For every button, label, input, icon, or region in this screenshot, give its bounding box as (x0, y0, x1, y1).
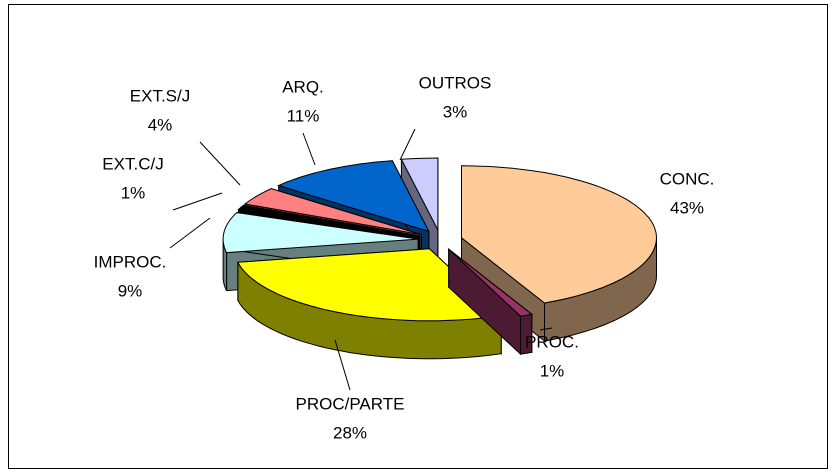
data-label-value: 43% (670, 198, 704, 217)
data-label-name: CONC. (660, 169, 715, 188)
leader-line (172, 192, 223, 211)
data-label-name: PROC/PARTE (296, 394, 405, 413)
data-label-value: 4% (148, 115, 173, 134)
slice-top (243, 188, 422, 236)
data-label-value: 9% (118, 281, 143, 300)
data-label-name: ARQ. (282, 77, 324, 96)
data-label-value: 28% (333, 423, 367, 442)
data-label-value: 1% (121, 183, 146, 202)
slice-top (461, 165, 658, 304)
data-label-value: 3% (443, 102, 468, 121)
data-label-name: OUTROS (419, 73, 492, 92)
leader-line (302, 132, 316, 166)
data-label-name: EXT.C/J (102, 154, 163, 173)
slice-top (237, 204, 420, 237)
data-label-value: 1% (540, 361, 565, 380)
leader-line (169, 217, 211, 249)
leader-line (199, 141, 241, 186)
slice-top (222, 212, 419, 254)
slice-top (277, 160, 430, 233)
slice-top (448, 248, 533, 317)
slice-top (400, 157, 439, 231)
data-label-name: EXT.S/J (130, 86, 190, 105)
slice (448, 248, 533, 356)
leader-line (334, 339, 351, 391)
leader-line (539, 327, 553, 331)
data-label-name: PROC. (525, 332, 579, 351)
leader-line (399, 128, 416, 161)
slice-top (237, 248, 503, 322)
data-label-name: IMPROC. (94, 252, 167, 271)
data-label-value: 11% (287, 106, 320, 125)
